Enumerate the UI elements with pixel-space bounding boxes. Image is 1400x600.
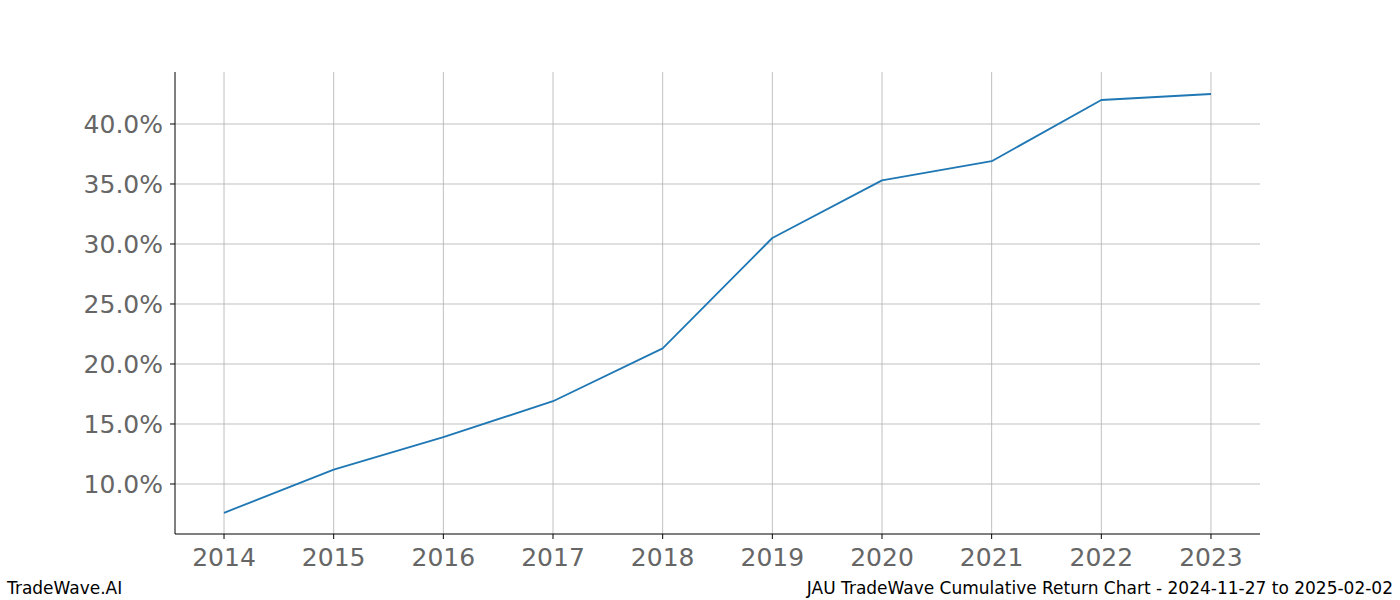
y-tick [170,363,175,364]
y-tick [170,303,175,304]
y-grid-line [175,183,1260,184]
x-grid-line [224,72,225,534]
x-grid-line [772,72,773,534]
x-grid-line [881,72,882,534]
watermark: TradeWave.AI [6,578,122,598]
y-tick-label: 40.0% [84,110,163,139]
x-grid-line [991,72,992,534]
y-grid-line [175,483,1260,484]
x-tick-label: 2017 [521,543,585,572]
grid [175,72,1260,534]
x-tick-label: 2019 [741,543,805,572]
y-tick-label: 30.0% [84,230,163,259]
x-tick [553,534,554,539]
y-tick-label: 35.0% [84,170,163,199]
y-tick [170,483,175,484]
y-grid-line [175,243,1260,244]
return-line [224,94,1211,513]
title: JAU TradeWave Cumulative Return Chart - … [806,578,1393,598]
y-grid-line [175,423,1260,424]
x-tick [991,534,992,539]
y-tick-label: 15.0% [84,410,163,439]
x-tick [662,534,663,539]
y-grid-line [175,303,1260,304]
y-tick-label: 10.0% [84,470,163,499]
x-tick [333,534,334,539]
x-tick-label: 2020 [850,543,914,572]
x-tick [1210,534,1211,539]
x-tick [881,534,882,539]
y-tick [170,243,175,244]
y-tick-label: 25.0% [84,290,163,319]
plot-data [224,94,1211,513]
x-tick-label: 2022 [1070,543,1134,572]
x-tick-label: 2023 [1179,543,1243,572]
x-tick-label: 2018 [631,543,695,572]
x-tick-label: 2014 [192,543,256,572]
chart-root: 2014 2015 2016 2017 2018 2019 2020 2021 2022 2023… [0,0,1400,600]
y-tick [170,183,175,184]
axes: 2014 2015 2016 2017 2018 2019 2020 2021 2022 2023… [84,72,1260,572]
y-grid-line [175,123,1260,124]
x-grid-line [662,72,663,534]
y-grid-line [175,363,1260,364]
y-axis-line [175,72,176,534]
x-tick-label: 2016 [412,543,476,572]
x-tick [772,534,773,539]
y-tick-label: 20.0% [84,350,163,379]
x-tick-label: 2021 [960,543,1024,572]
y-tick [170,423,175,424]
x-tick [224,534,225,539]
x-tick-label: 2015 [302,543,366,572]
x-grid-line [1210,72,1211,534]
x-tick [1101,534,1102,539]
x-tick [443,534,444,539]
x-grid-line [443,72,444,534]
y-tick [170,123,175,124]
x-grid-line [333,72,334,534]
chart: 2014 2015 2016 2017 2018 2019 2020 2021 2022 2023… [0,0,1400,600]
x-grid-line [1101,72,1102,534]
x-grid-line [553,72,554,534]
x-axis-line [175,534,1260,535]
